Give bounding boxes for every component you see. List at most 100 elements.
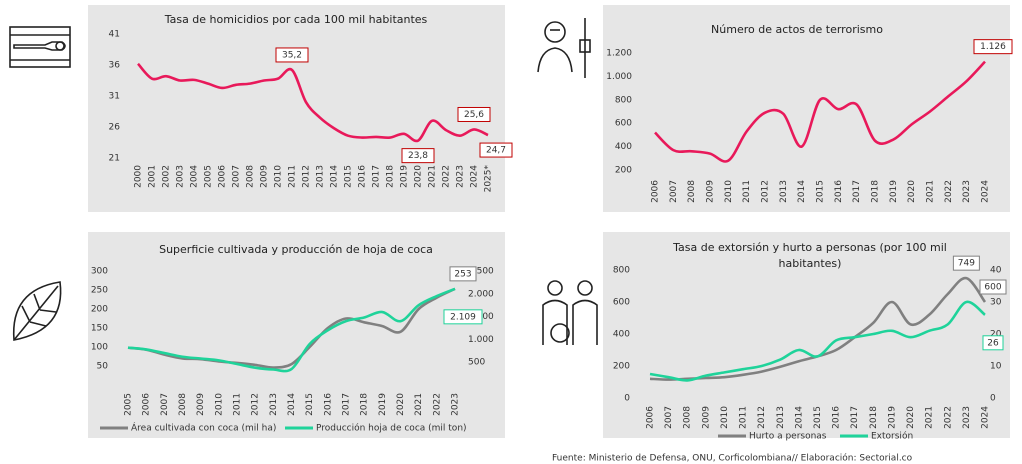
y-tick-label: 50 (97, 362, 109, 372)
data-label: 25,6 (464, 110, 484, 120)
x-tick-label: 2009 (701, 406, 711, 429)
x-tick-label: 2005 (204, 165, 214, 188)
data-label-box (479, 142, 513, 158)
x-tick-label: 2014 (287, 393, 297, 416)
x-tick-label: 2020 (907, 180, 917, 203)
legend-label: Hurto a personas (749, 432, 827, 442)
x-tick-label: 2017 (372, 165, 382, 188)
data-label-box (952, 255, 980, 271)
data-label: 35,2 (282, 50, 302, 60)
x-tick-label: 2023 (456, 165, 466, 188)
x-tick-label: 2015 (813, 406, 823, 429)
y-tick-label: 500 (468, 358, 485, 368)
y-tick-label: 26 (109, 123, 121, 133)
x-tick-label: 2017 (852, 180, 862, 203)
x-tick-label: 2011 (233, 393, 243, 416)
panel (88, 5, 505, 212)
y-tick-label: 100 (91, 343, 108, 353)
x-tick-label: 2018 (360, 393, 370, 416)
chart-title: Superficie cultivada y producción de hoj… (159, 243, 433, 256)
x-tick-label: 2010 (214, 393, 224, 416)
data-label: 23,8 (408, 151, 428, 161)
chart-title: Número de actos de terrorismo (711, 23, 883, 36)
x-tick-label: 2019 (400, 165, 410, 188)
x-tick-label: 2008 (683, 406, 693, 429)
x-tick-label: 2006 (142, 393, 152, 416)
x-tick-label: 2016 (358, 165, 368, 188)
x-tick-label: 2017 (850, 406, 860, 429)
x-tick-label: 2000 (134, 165, 144, 188)
legend-label: Extorsión (871, 431, 913, 442)
y-tick-label: 21 (109, 154, 120, 164)
x-tick-label: 2006 (646, 406, 656, 429)
y-tick-label: 200 (615, 166, 632, 176)
x-tick-label: 2019 (887, 406, 897, 429)
x-tick-label: 2006 (218, 165, 228, 188)
x-tick-label: 2003 (176, 165, 186, 188)
x-tick-label: 2024 (981, 180, 991, 203)
data-label-box (457, 106, 491, 122)
x-tick-label: 2021 (926, 180, 936, 203)
x-tick-label: 2007 (669, 180, 679, 203)
y-tick-label: 10 (990, 362, 1002, 372)
data-label-box (401, 148, 435, 164)
x-tick-label: 2009 (706, 180, 716, 203)
x-tick-label: 2023 (962, 180, 972, 203)
x-tick-label: 2007 (664, 406, 674, 429)
x-tick-label: 2024 (981, 406, 991, 429)
x-tick-label: 2011 (742, 180, 752, 203)
data-label-box (275, 47, 309, 63)
x-tick-label: 2025* (484, 165, 494, 193)
data-label-box (973, 39, 1013, 55)
y-tick-label: 400 (613, 330, 630, 340)
x-tick-label: 2023 (962, 406, 972, 429)
x-tick-label: 2012 (251, 393, 261, 416)
x-tick-label: 2010 (724, 180, 734, 203)
x-tick-label: 2012 (761, 180, 771, 203)
panel (88, 232, 505, 438)
chart-title: Tasa de extorsión y hurto a personas (po… (673, 241, 947, 270)
x-tick-label: 2021 (414, 393, 424, 416)
x-tick-label: 2009 (260, 165, 270, 188)
y-tick-label: 0 (990, 394, 996, 404)
source: Fuente: Ministerio de Defensa, ONU, Corf… (552, 453, 913, 464)
x-tick-label: 2018 (386, 165, 396, 188)
x-tick-label: 2005 (124, 393, 134, 416)
y-tick-label: 20 (990, 330, 1002, 340)
x-tick-label: 2018 (869, 406, 879, 429)
x-tick-label: 2015 (816, 180, 826, 203)
x-tick-label: 2013 (316, 165, 326, 188)
panels (88, 5, 1010, 438)
data-label: 1.126 (980, 42, 1006, 52)
x-tick-label: 2014 (794, 406, 804, 429)
line-series (127, 287, 456, 369)
icon-leaf (12, 281, 62, 341)
x-tick-label: 2022 (432, 393, 442, 416)
x-tick-label: 2010 (274, 165, 284, 188)
x-tick-label: 2014 (330, 165, 340, 188)
y-tick-label: 0 (624, 394, 630, 404)
x-tick-label: 2022 (943, 406, 953, 429)
x-tick-label: 2008 (246, 165, 256, 188)
y-tick-label: 600 (613, 298, 630, 308)
icon-robbery (542, 280, 598, 345)
data-label: 2.109 (450, 312, 476, 322)
x-tick-label: 2020 (906, 406, 916, 429)
x-tick-label: 2007 (232, 165, 242, 188)
x-tick-label: 2016 (832, 406, 842, 429)
data-label: 749 (958, 259, 975, 269)
x-tick-label: 2002 (162, 165, 172, 188)
data-label: 26 (987, 338, 999, 348)
y-tick-label: 1.000 (468, 335, 494, 345)
x-tick-label: 2020 (414, 165, 424, 188)
legend-label: Área cultivada con coca (mil ha) (131, 422, 276, 434)
data-label-box (982, 335, 1004, 351)
x-tick-label: 2004 (190, 165, 200, 188)
y-tick-label: 600 (615, 119, 632, 129)
legend-label: Producción hoja de coca (mil ton) (316, 423, 467, 434)
data-label: 600 (984, 283, 1001, 293)
x-tick-label: 2007 (160, 393, 170, 416)
x-tick-label: 2013 (779, 180, 789, 203)
y-tick-label: 31 (109, 92, 120, 102)
